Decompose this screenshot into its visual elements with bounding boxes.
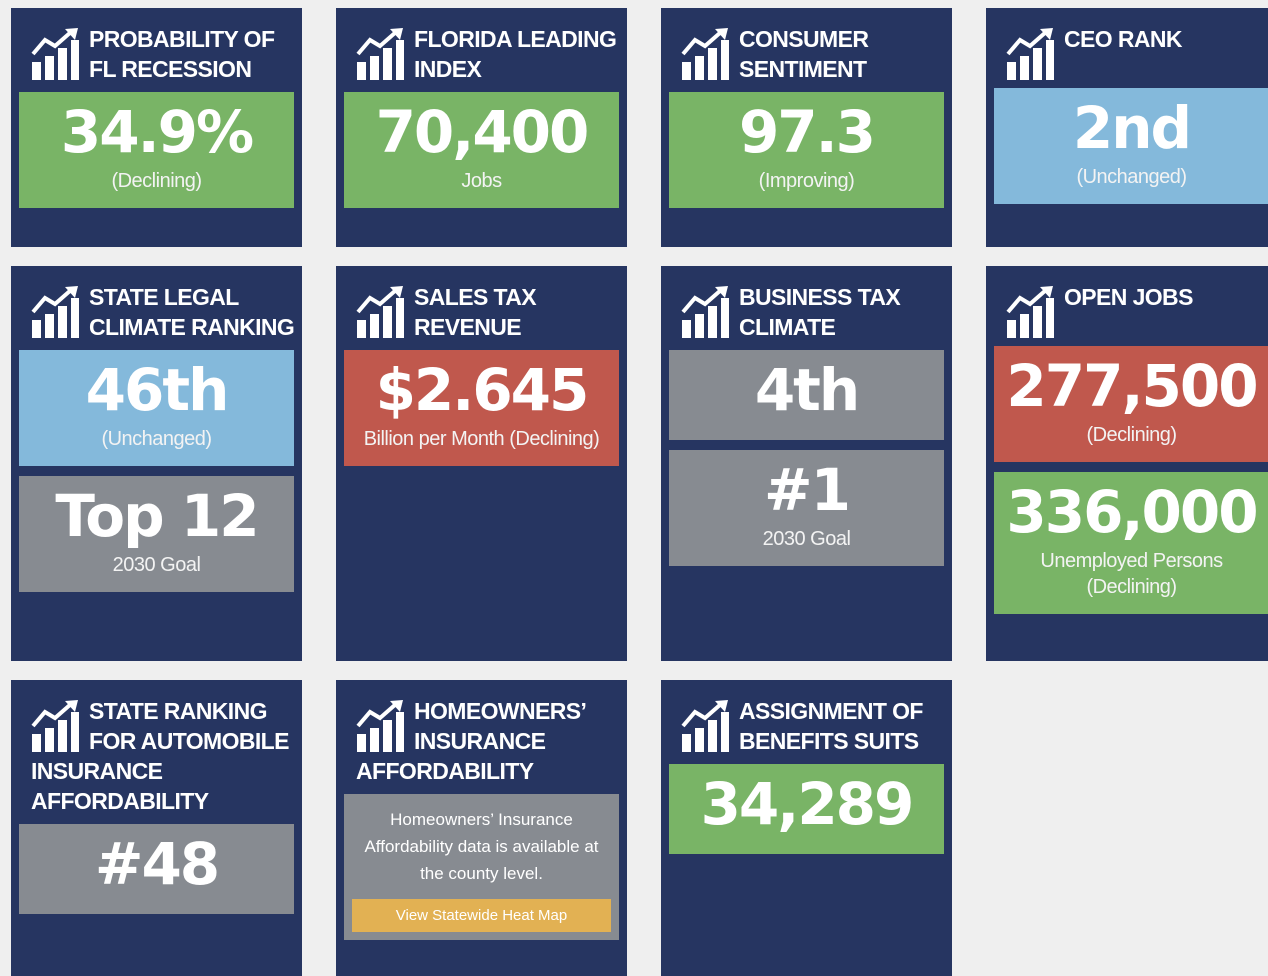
card: HOMEOWNERS’ INSURANCE AFFORDABILITY Homeown… (336, 680, 627, 976)
card-title: SALES TAX REVENUE (344, 282, 619, 342)
chart-icon (681, 28, 729, 80)
chart-icon (356, 700, 404, 752)
metric-box: 34,289 (669, 764, 944, 854)
title-line: BUSINESS TAX (739, 284, 901, 310)
metric-box: 2nd (Unchanged) (994, 88, 1268, 204)
metric-value: 97.3 (738, 98, 876, 166)
metric-box: 46th (Unchanged) (19, 350, 294, 466)
metric-value: 34,289 (700, 770, 915, 838)
title-line: BENEFITS SUITS (739, 728, 919, 754)
metric-box: 70,400 Jobs (344, 92, 619, 208)
title-line: INDEX (414, 56, 482, 82)
card-title: CEO RANK (994, 24, 1268, 80)
chart-icon (31, 28, 79, 80)
metric-subtitle: (Declining) (1086, 424, 1177, 446)
metric-value: 46th (85, 356, 230, 424)
metric-box: #48 (19, 824, 294, 914)
card: FLORIDA LEADING INDEX 70,400 Jobs (336, 8, 627, 247)
card-title: STATE RANKING FOR AUTOMOBILE INSURANCE AFFO… (19, 696, 294, 816)
metric-subtitle: Billion per Month (Declining) (363, 428, 600, 450)
title-line: INSURANCE (414, 728, 546, 754)
title-line: CONSUMER (739, 26, 869, 52)
metric-value: 34.9% (60, 98, 254, 166)
metric-value: 2nd (1072, 94, 1192, 162)
metric-subtitle: Jobs (461, 170, 502, 192)
metric-box: 277,500 (Declining) (994, 346, 1268, 462)
title-line: AFFORDABILITY (356, 758, 534, 784)
card-title: CONSUMER SENTIMENT (669, 24, 944, 84)
metric-box: Homeowners’ Insurance Affordability data… (344, 794, 619, 940)
title-line: SENTIMENT (739, 56, 867, 82)
title-line: ASSIGNMENT OF (739, 698, 923, 724)
chart-icon (31, 700, 79, 752)
metric-value: 70,400 (375, 98, 590, 166)
card: CONSUMER SENTIMENT 97.3 (Improving) (661, 8, 952, 247)
card: SALES TAX REVENUE $2.645 Billion per Month … (336, 266, 627, 661)
title-line: AFFORDABILITY (31, 788, 209, 814)
metric-value: 336,000 (1006, 478, 1258, 546)
metric-box: 336,000 Unemployed Persons (Declining) (994, 472, 1268, 614)
metric-value: Top 12 (55, 482, 259, 550)
title-line: INSURANCE (31, 758, 163, 784)
title-line: STATE RANKING (89, 698, 268, 724)
title-line: HOMEOWNERS’ (414, 698, 587, 724)
metric-subtitle: 2030 Goal (112, 554, 201, 576)
chart-icon (31, 286, 79, 338)
metric-subtitle: (Declining) (1086, 576, 1177, 598)
title-line: CLIMATE RANKING (89, 314, 294, 340)
metric-box: 4th (669, 350, 944, 440)
title-line: CLIMATE (739, 314, 836, 340)
card: OPEN JOBS 277,500 (Declining) 336,000 Unempl… (986, 266, 1268, 661)
card: PROBABILITY OF FL RECESSION 34.9% (Declinin… (11, 8, 302, 247)
chart-icon (681, 700, 729, 752)
chart-icon (1006, 28, 1054, 80)
metric-value: 277,500 (1006, 352, 1258, 420)
metric-subtitle: Unemployed Persons (1040, 550, 1223, 572)
title-line: FLORIDA LEADING (414, 26, 617, 52)
title-line: CEO RANK (1064, 26, 1182, 52)
metric-value: #1 (764, 456, 851, 524)
card-title: BUSINESS TAX CLIMATE (669, 282, 944, 342)
metric-box: 97.3 (Improving) (669, 92, 944, 208)
metric-subtitle: 2030 Goal (762, 528, 851, 550)
card-title: PROBABILITY OF FL RECESSION (19, 24, 294, 84)
metric-value: 4th (754, 356, 860, 424)
metric-subtitle: (Declining) (111, 170, 202, 192)
card-title: ASSIGNMENT OF BENEFITS SUITS (669, 696, 944, 756)
card: ASSIGNMENT OF BENEFITS SUITS 34,289 (661, 680, 952, 976)
card-title: FLORIDA LEADING INDEX (344, 24, 619, 84)
metric-value: #48 (94, 830, 220, 898)
card: STATE RANKING FOR AUTOMOBILE INSURANCE AFFO… (11, 680, 302, 976)
chart-icon (356, 28, 404, 80)
title-line: STATE LEGAL (89, 284, 239, 310)
title-line: FOR AUTOMOBILE (89, 728, 289, 754)
metric-value: $2.645 (375, 356, 590, 424)
metric-box: Top 12 2030 Goal (19, 476, 294, 592)
card: BUSINESS TAX CLIMATE 4th #1 2030 Goal (661, 266, 952, 661)
metric-subtitle: (Improving) (758, 170, 855, 192)
chart-icon (1006, 286, 1054, 338)
chart-icon (356, 286, 404, 338)
chart-icon (681, 286, 729, 338)
metric-box: $2.645 Billion per Month (Declining) (344, 350, 619, 466)
title-line: FL RECESSION (89, 56, 252, 82)
heat-map-button[interactable]: View Statewide Heat Map (352, 899, 611, 932)
metric-box: 34.9% (Declining) (19, 92, 294, 208)
metric-subtitle: (Unchanged) (1076, 166, 1187, 188)
card-title: HOMEOWNERS’ INSURANCE AFFORDABILITY (344, 696, 619, 786)
metric-box: #1 2030 Goal (669, 450, 944, 566)
title-line: PROBABILITY OF (89, 26, 275, 52)
title-line: SALES TAX (414, 284, 537, 310)
card-title: OPEN JOBS (994, 282, 1268, 338)
card: CEO RANK 2nd (Unchanged) (986, 8, 1268, 247)
card: STATE LEGAL CLIMATE RANKING 46th (Unchanged… (11, 266, 302, 661)
title-line: OPEN JOBS (1064, 284, 1193, 310)
info-text: Homeowners’ Insurance Affordability data… (364, 810, 599, 883)
card-title: STATE LEGAL CLIMATE RANKING (19, 282, 294, 342)
metric-subtitle: (Unchanged) (101, 428, 212, 450)
title-line: REVENUE (414, 314, 522, 340)
